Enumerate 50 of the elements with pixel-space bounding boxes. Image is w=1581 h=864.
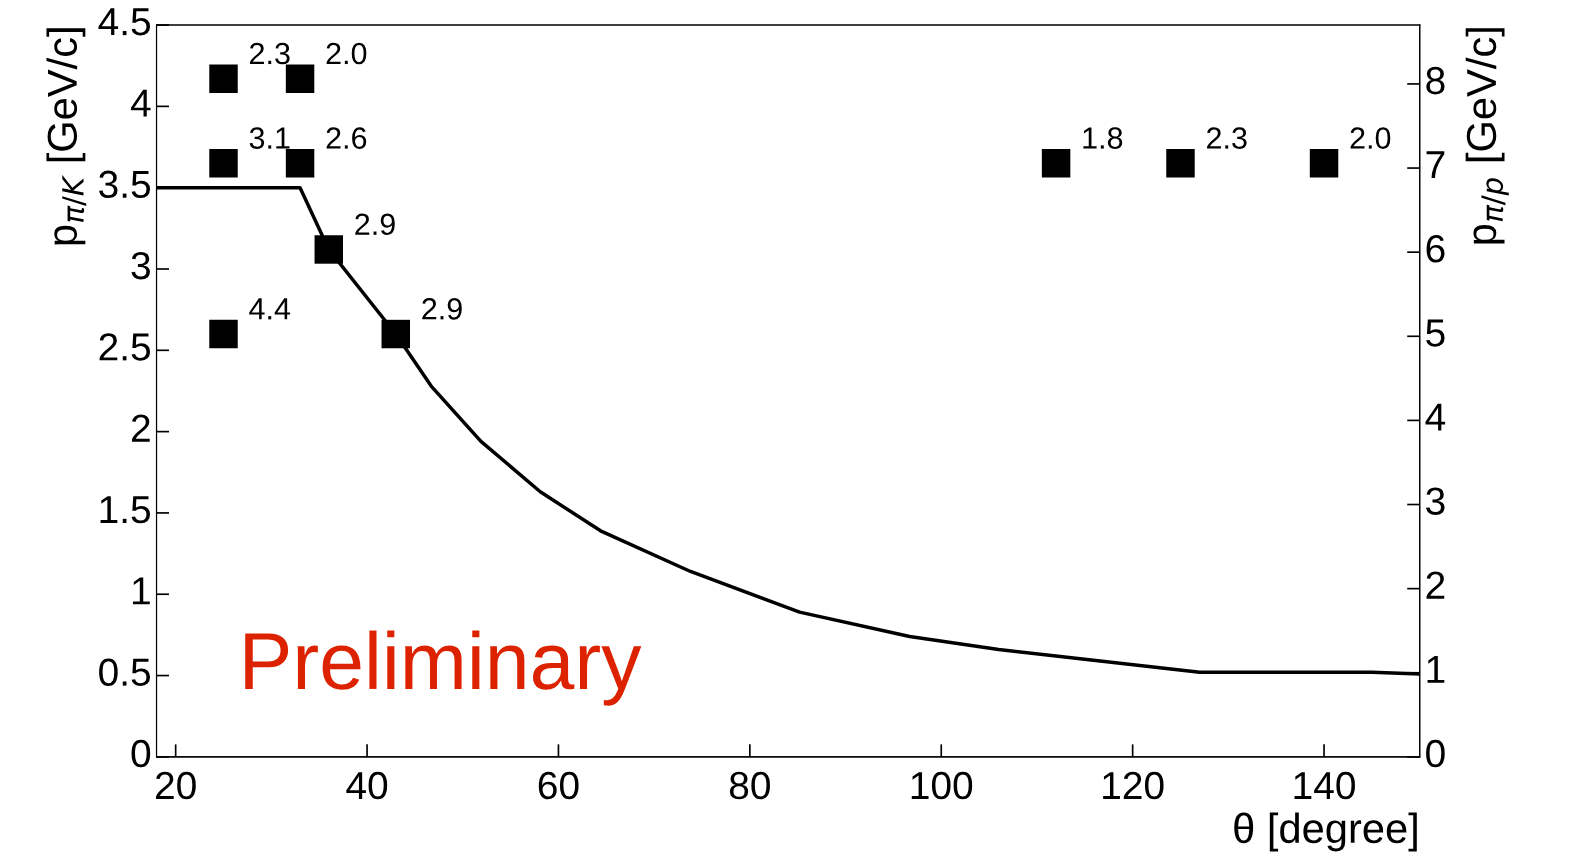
point bbox=[314, 235, 344, 264]
annotation: 2.9 bbox=[422, 298, 462, 320]
y-axis-title: p$_{π/K}$ [GeV/c] bbox=[46, 28, 87, 245]
point bbox=[1041, 149, 1071, 178]
point bbox=[285, 149, 315, 178]
y-tick-label: 4 bbox=[130, 89, 151, 117]
y2-axis-title: p$_{π/p}$ [GeV/c] bbox=[1465, 28, 1509, 244]
x-axis-title: θ [degree] bbox=[1234, 812, 1417, 852]
y2-tick-label: 4 bbox=[1425, 403, 1446, 431]
y2-tick-label: 8 bbox=[1426, 66, 1445, 95]
x-tick-label: 40 bbox=[346, 771, 388, 800]
point bbox=[209, 64, 238, 93]
annotation: 2.6 bbox=[326, 127, 367, 149]
annotation: Preliminary bbox=[245, 630, 642, 706]
x-tick-label: 140 bbox=[1294, 771, 1355, 800]
y2-tick-label: 7 bbox=[1426, 151, 1445, 179]
annotation: 4.4 bbox=[249, 298, 291, 320]
y-tick-label: 1 bbox=[133, 577, 150, 605]
y-tick-label: 2.5 bbox=[99, 333, 151, 361]
point bbox=[1309, 149, 1339, 178]
y-tick-label: 0.5 bbox=[99, 658, 151, 686]
x-tick-label: 20 bbox=[155, 771, 196, 800]
y2-tick-label: 5 bbox=[1426, 319, 1445, 347]
x-tick-label: 80 bbox=[729, 771, 770, 800]
y-tick-label: 4.5 bbox=[98, 8, 151, 36]
y2-tick-label: 6 bbox=[1426, 235, 1445, 263]
y-tick-label: 3.5 bbox=[99, 170, 151, 199]
annotation: 2.3 bbox=[250, 42, 290, 65]
y-tick-label: 1.5 bbox=[100, 496, 151, 524]
y2-tick-label: 0 bbox=[1426, 739, 1445, 768]
y2-tick-label: 1 bbox=[1427, 656, 1445, 683]
point bbox=[381, 319, 410, 349]
y-tick-label: 3 bbox=[131, 251, 150, 280]
annotation: 1.8 bbox=[1083, 127, 1123, 149]
point bbox=[209, 149, 238, 178]
point bbox=[209, 319, 238, 349]
point bbox=[1166, 149, 1195, 178]
y2-tick-label: 2 bbox=[1426, 571, 1445, 599]
annotation: 2.9 bbox=[355, 213, 395, 236]
point bbox=[285, 64, 315, 93]
annotation: 3.1 bbox=[249, 127, 290, 149]
y2-tick-label: 3 bbox=[1426, 487, 1445, 515]
x-tick-label: 100 bbox=[911, 771, 973, 800]
annotation: 2.0 bbox=[326, 42, 367, 65]
annotation: 2.0 bbox=[1350, 127, 1391, 149]
y-tick-label: 2 bbox=[131, 414, 150, 442]
y-tick-label: 0 bbox=[131, 739, 151, 768]
annotation: 2.3 bbox=[1207, 127, 1247, 149]
x-tick-label: 120 bbox=[1103, 771, 1164, 800]
x-tick-label: 60 bbox=[538, 771, 579, 800]
